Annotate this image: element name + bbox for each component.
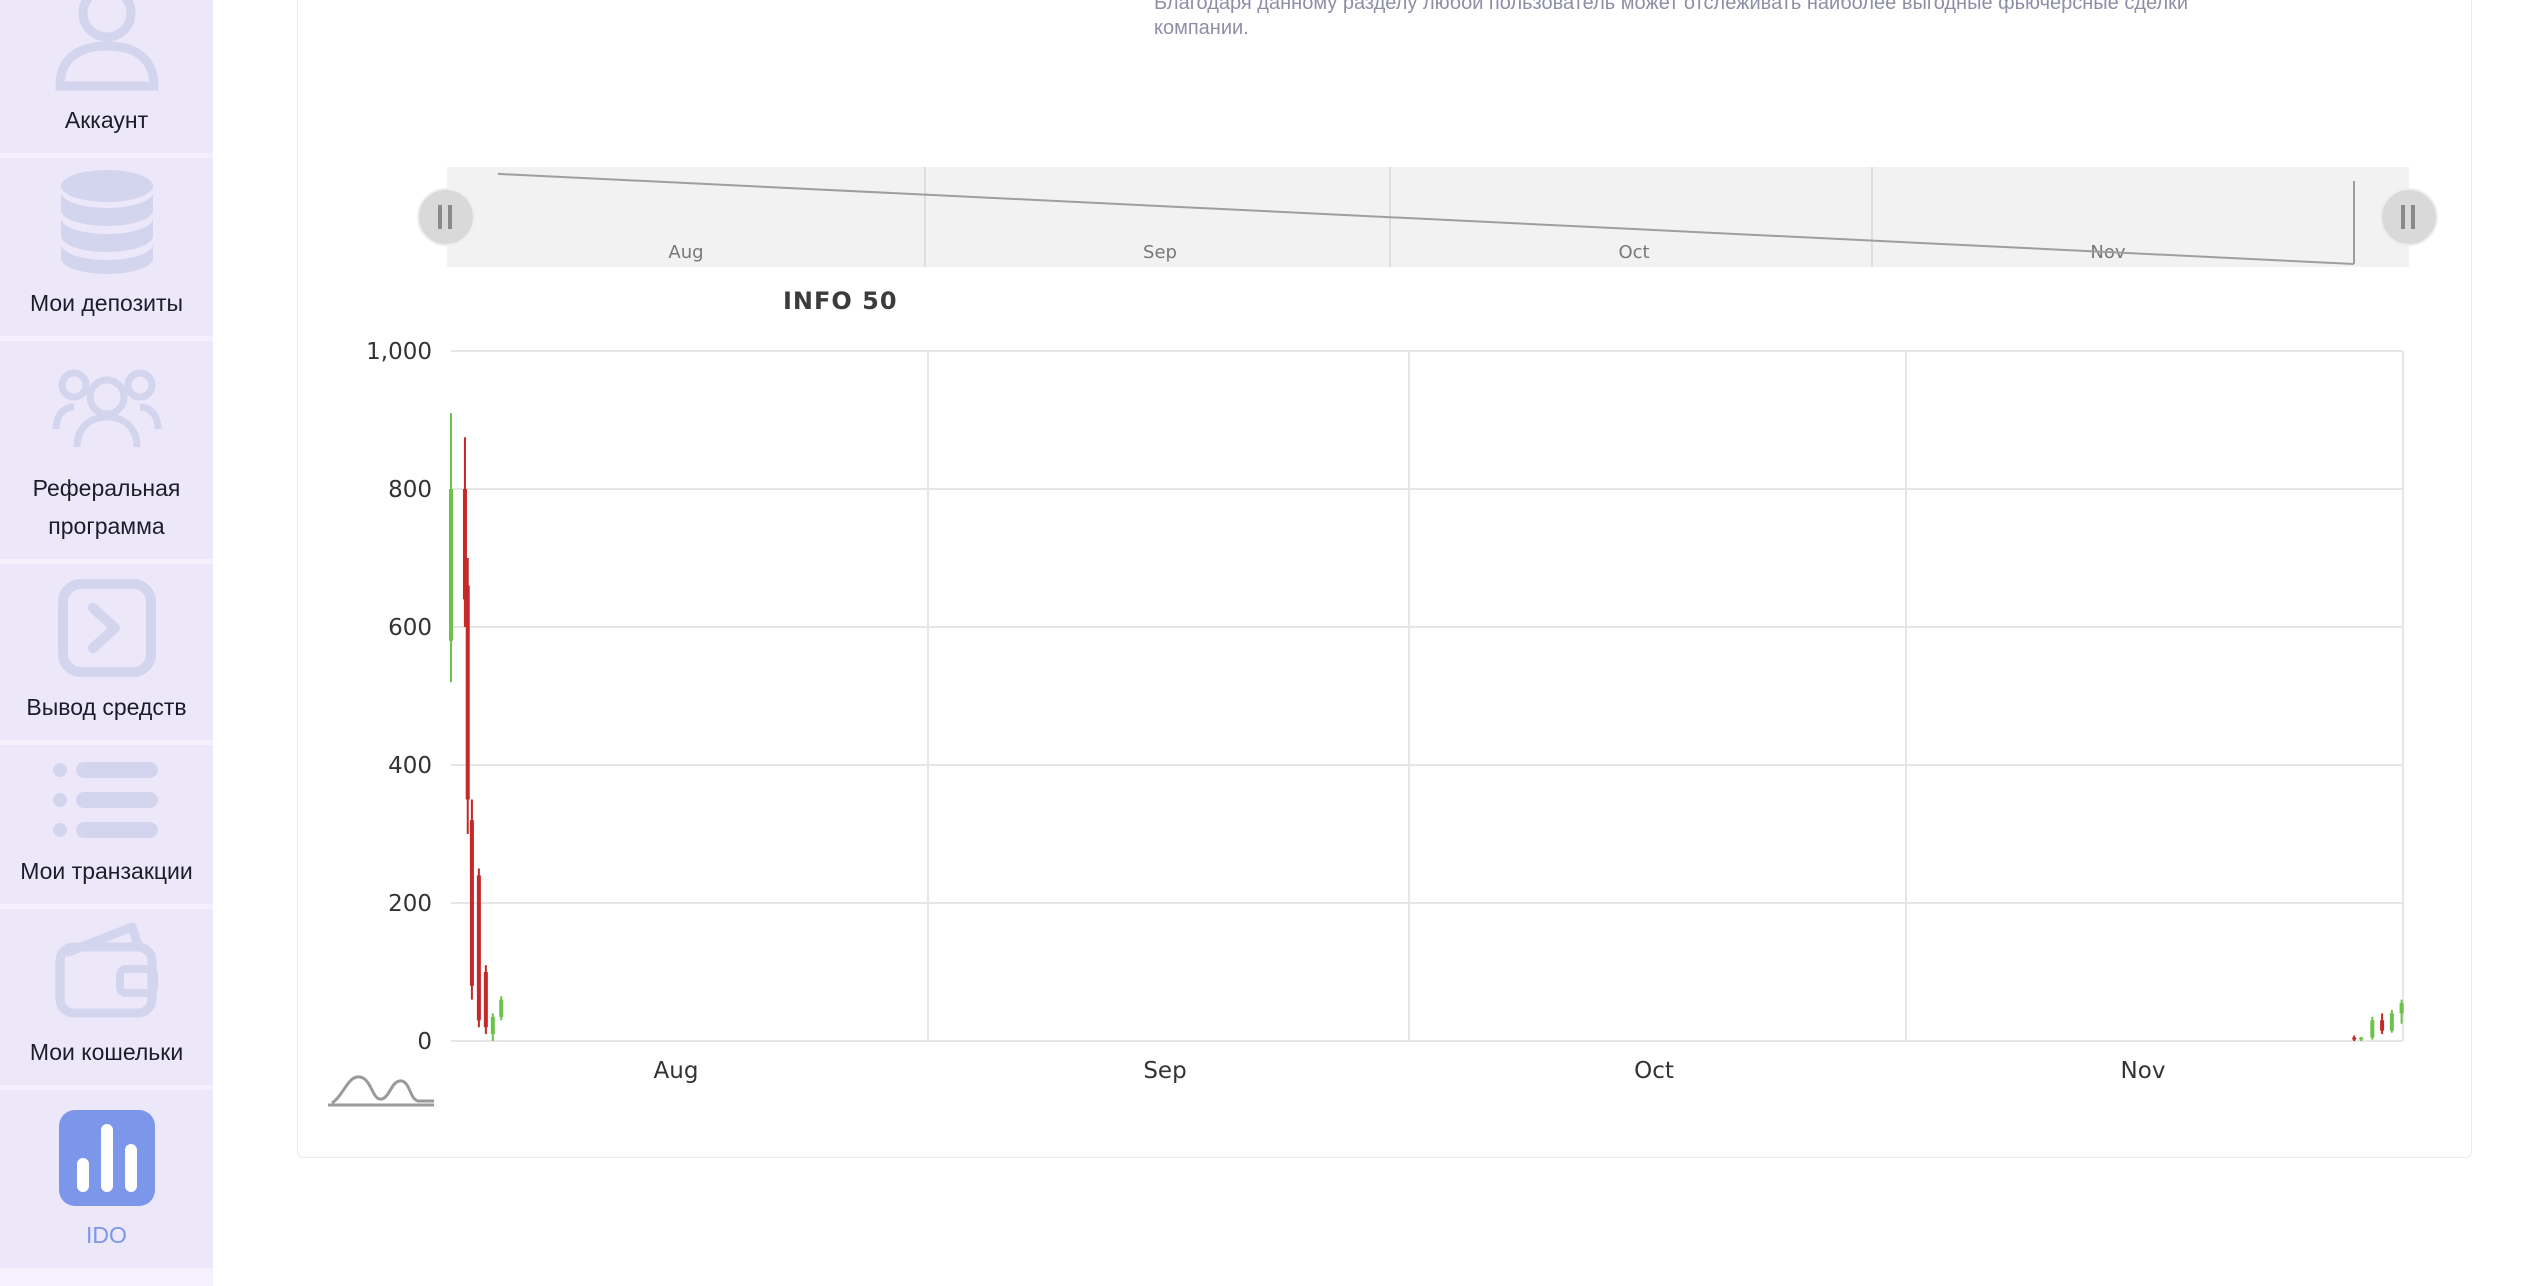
bar-chart-icon [57, 1108, 157, 1208]
sidebar-item-label: IDO [86, 1222, 127, 1248]
candle[interactable] [462, 437, 467, 627]
candle[interactable] [469, 799, 474, 1000]
y-tick-label: 1,000 [366, 339, 432, 365]
candle[interactable] [2370, 1016, 2375, 1040]
users-group-icon [52, 357, 162, 467]
candle[interactable] [2359, 1036, 2364, 1041]
sidebar-item-referral[interactable]: Реферальная программа [0, 341, 213, 559]
sidebar-item-withdraw[interactable]: Вывод средств [0, 564, 213, 740]
y-tick-label: 800 [388, 477, 432, 503]
candle[interactable] [465, 558, 470, 834]
section-description: Благодаря данному разделу любой пользова… [1154, 0, 2189, 39]
candlestick-chart[interactable]: Aug Sep Oct Nov 0 200 400 600 800 1,000 Aug Sep Oc… [298, 0, 2473, 1159]
navigator-left-handle[interactable] [417, 188, 475, 246]
navigator-x-tick-label: Aug [668, 242, 703, 263]
candle[interactable] [2352, 1035, 2357, 1041]
sidebar-item-label: Мои депозиты [29, 290, 184, 316]
sidebar-item-label: Мои транзакции [20, 858, 193, 884]
candle[interactable] [449, 413, 453, 683]
candle[interactable] [2389, 1009, 2394, 1033]
x-tick-label: Nov [2121, 1058, 2166, 1084]
x-tick-label: Aug [654, 1058, 699, 1084]
ido-card: Благодаря данному разделу любой пользова… [297, 0, 2472, 1158]
wallet-icon [52, 913, 162, 1023]
sidebar-item-account[interactable]: Аккаунт [0, 0, 213, 153]
sidebar-item-wallets[interactable]: Мои кошельки [0, 909, 213, 1085]
sidebar-item-label: Реферальная программа [32, 475, 181, 539]
chart-title: INFO 50 [783, 287, 898, 315]
candle[interactable] [476, 868, 481, 1028]
y-tick-label: 200 [388, 891, 432, 917]
x-tick-label: Sep [1143, 1058, 1186, 1084]
candle[interactable] [483, 965, 488, 1035]
y-tick-label: 0 [417, 1029, 432, 1055]
candle[interactable] [490, 1013, 495, 1041]
navigator-x-tick-label: Sep [1143, 242, 1177, 263]
navigator-series-line [497, 172, 2355, 265]
user-icon [52, 0, 162, 91]
coins-stack-icon [52, 164, 162, 274]
sidebar-item-transactions[interactable]: Мои транзакции [0, 745, 213, 904]
candle[interactable] [2399, 999, 2404, 1024]
x-tick-label: Oct [1634, 1058, 1674, 1084]
sidebar-item-label: Вывод средств [26, 694, 187, 720]
candle[interactable] [499, 996, 504, 1021]
navigator-x-tick-label: Oct [1618, 242, 1649, 263]
sidebar-item-ido[interactable]: IDO [0, 1090, 213, 1268]
sidebar-item-deposits[interactable]: Мои депозиты [0, 158, 213, 336]
navigator-right-handle[interactable] [2380, 188, 2438, 246]
sidebar-item-label: Аккаунт [64, 107, 149, 133]
sidebar: Аккаунт Мои депозиты Реферальная програм… [0, 0, 213, 1286]
candle[interactable] [2380, 1013, 2385, 1035]
list-icon [52, 758, 162, 842]
chart-watermark-logo [328, 1075, 434, 1107]
y-tick-label: 600 [388, 615, 432, 641]
sidebar-item-label: Мои кошельки [29, 1039, 184, 1065]
terminal-arrow-icon [57, 578, 157, 678]
y-tick-label: 400 [388, 753, 432, 779]
